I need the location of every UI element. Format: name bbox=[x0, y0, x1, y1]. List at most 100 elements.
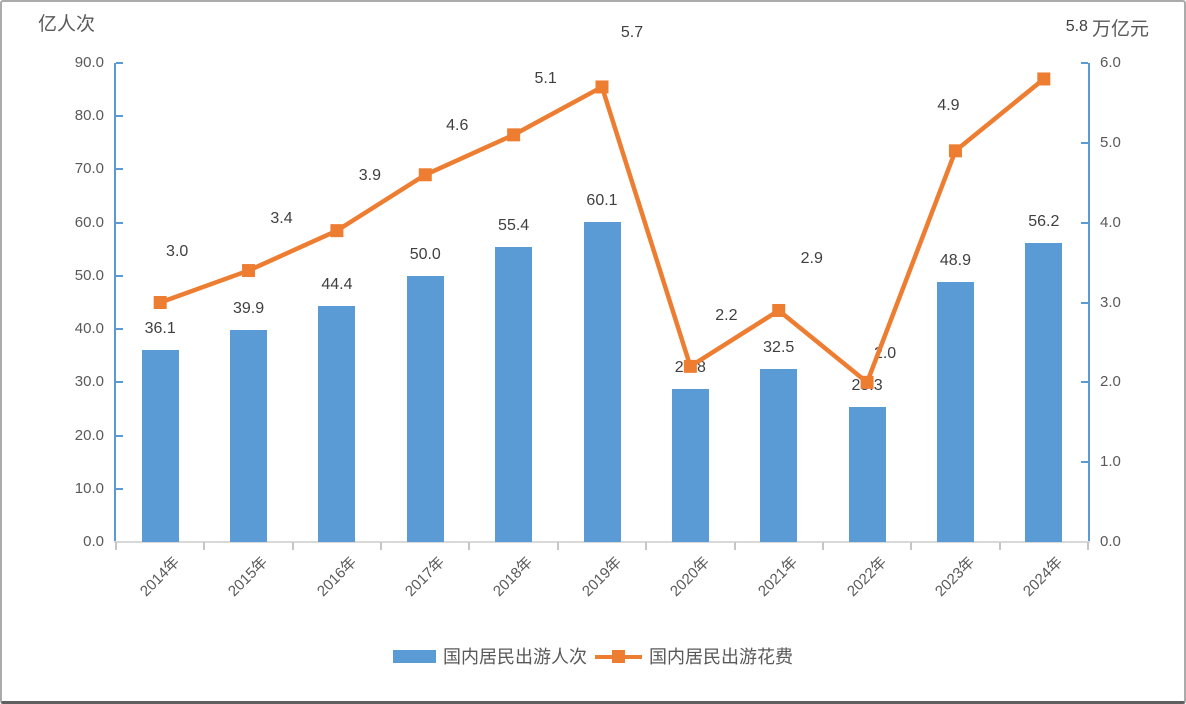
left-axis-tick bbox=[116, 274, 123, 277]
left-axis-tick bbox=[116, 381, 123, 384]
x-axis-label: 2018年 bbox=[490, 553, 537, 600]
bar bbox=[318, 305, 356, 542]
bar-value-label: 60.1 bbox=[586, 192, 618, 210]
bar-value-label: 32.5 bbox=[763, 339, 795, 357]
left-axis-tick bbox=[116, 487, 123, 490]
right-axis-tick bbox=[1081, 301, 1088, 304]
line-value-label: 5.1 bbox=[534, 69, 557, 87]
line-value-label: 5.7 bbox=[620, 23, 644, 41]
x-axis-label: 2022年 bbox=[843, 553, 890, 600]
right-axis-tick-label: 6.0 bbox=[1100, 54, 1121, 71]
bar-value-label: 36.1 bbox=[144, 319, 176, 337]
bar bbox=[583, 222, 621, 542]
legend: 国内居民出游人次 国内居民出游花费 bbox=[2, 643, 1184, 669]
right-axis-tick bbox=[1081, 381, 1088, 384]
left-axis-tick-label: 30.0 bbox=[74, 373, 104, 391]
right-axis-tick-label: 1.0 bbox=[1100, 453, 1121, 471]
line-value-label: 4.6 bbox=[446, 116, 469, 134]
left-axis-tick-label: 50.0 bbox=[74, 266, 104, 284]
category-axis-tick bbox=[468, 542, 471, 550]
line-marker bbox=[1037, 72, 1051, 86]
bar-value-label: 56.2 bbox=[1028, 212, 1060, 230]
category-axis-tick bbox=[1087, 542, 1089, 550]
line-value-label: 3.0 bbox=[166, 242, 189, 260]
right-axis-tick-label: 2.0 bbox=[1100, 373, 1121, 391]
left-axis-tick-label: 60.0 bbox=[74, 213, 104, 231]
line-value-label: 3.9 bbox=[358, 166, 382, 184]
right-axis-tick bbox=[1081, 461, 1088, 464]
right-axis-tick-label: 3.0 bbox=[1100, 293, 1121, 311]
right-axis-tick bbox=[1081, 141, 1088, 144]
line-value-label: 3.4 bbox=[270, 209, 293, 227]
x-axis-label: 2019年 bbox=[578, 553, 625, 600]
bar bbox=[760, 369, 798, 542]
left-axis-tick-label: 40.0 bbox=[74, 320, 104, 338]
x-axis-label: 2015年 bbox=[225, 553, 272, 600]
left-axis-tick-label: 70.0 bbox=[74, 160, 104, 178]
left-axis-tick bbox=[116, 62, 123, 64]
left-axis-tick-label: 90.0 bbox=[74, 54, 104, 71]
category-axis-tick bbox=[203, 542, 206, 550]
line-marker bbox=[772, 303, 786, 317]
right-axis-tick-label: 0.0 bbox=[1100, 533, 1121, 550]
category-axis-tick bbox=[380, 542, 383, 550]
legend-item-line-series: 国内居民出游花费 bbox=[595, 643, 793, 669]
line-series-swatch-icon bbox=[595, 649, 642, 663]
bar-value-label: 50.0 bbox=[409, 245, 441, 263]
bar-value-label: 48.9 bbox=[939, 251, 972, 269]
bar-value-label: 44.4 bbox=[321, 275, 353, 293]
category-axis-tick bbox=[115, 542, 117, 550]
category-axis-tick bbox=[910, 542, 913, 550]
legend-bar-series-label: 国内居民出游人次 bbox=[443, 647, 587, 667]
left-axis-tick-label: 20.0 bbox=[74, 426, 104, 444]
left-axis-tick bbox=[116, 168, 123, 171]
left-value-axis-line bbox=[114, 63, 116, 542]
category-axis-tick bbox=[645, 542, 648, 550]
category-axis-tick bbox=[998, 542, 1001, 550]
left-axis-title: 亿人次 bbox=[38, 14, 96, 35]
right-axis-tick-label: 5.0 bbox=[1100, 133, 1121, 151]
category-axis-tick bbox=[291, 542, 294, 550]
line-marker bbox=[153, 296, 167, 309]
line-value-label: 2.0 bbox=[873, 345, 897, 363]
category-axis-tick bbox=[821, 542, 824, 550]
category-axis-line bbox=[114, 541, 1090, 543]
x-axis-label: 2021年 bbox=[755, 553, 802, 600]
category-axis-tick bbox=[556, 542, 559, 550]
legend-line-series-label: 国内居民出游花费 bbox=[649, 647, 793, 667]
left-axis-tick-label: 80.0 bbox=[74, 107, 104, 125]
line-marker bbox=[507, 128, 521, 142]
bar-value-label: 39.9 bbox=[232, 299, 265, 317]
x-axis-label: 2014年 bbox=[136, 553, 183, 600]
bar-series-swatch-icon bbox=[393, 649, 436, 663]
x-axis-label: 2023年 bbox=[931, 553, 979, 600]
line-value-label: 2.9 bbox=[800, 250, 823, 268]
right-value-axis-line bbox=[1088, 63, 1090, 542]
right-axis-tick bbox=[1081, 62, 1088, 64]
bar bbox=[936, 281, 974, 542]
line-value-label: 4.9 bbox=[937, 96, 960, 114]
left-axis-tick bbox=[116, 115, 123, 118]
x-axis-label: 2020年 bbox=[666, 553, 714, 600]
bar bbox=[141, 349, 179, 542]
x-axis-label: 2024年 bbox=[1020, 553, 1067, 600]
line-marker bbox=[242, 264, 256, 278]
bar bbox=[1025, 242, 1063, 542]
line-marker bbox=[948, 144, 962, 158]
line-marker bbox=[418, 168, 432, 182]
bar bbox=[495, 247, 533, 542]
left-axis-tick-label: 10.0 bbox=[74, 479, 104, 497]
bar bbox=[406, 275, 444, 542]
line-value-label: 2.2 bbox=[715, 307, 738, 325]
line-value-label: 5.8 bbox=[1065, 17, 1088, 35]
bar bbox=[671, 388, 709, 542]
bar-value-label: 25.3 bbox=[851, 377, 883, 395]
legend-item-bar-series: 国内居民出游人次 bbox=[393, 643, 587, 669]
right-axis-tick-label: 4.0 bbox=[1100, 213, 1121, 231]
bar bbox=[230, 329, 268, 542]
bar-value-label: 28.8 bbox=[674, 358, 706, 376]
left-axis-tick bbox=[116, 221, 123, 224]
left-axis-tick bbox=[116, 328, 123, 331]
x-axis-label: 2017年 bbox=[401, 553, 449, 600]
